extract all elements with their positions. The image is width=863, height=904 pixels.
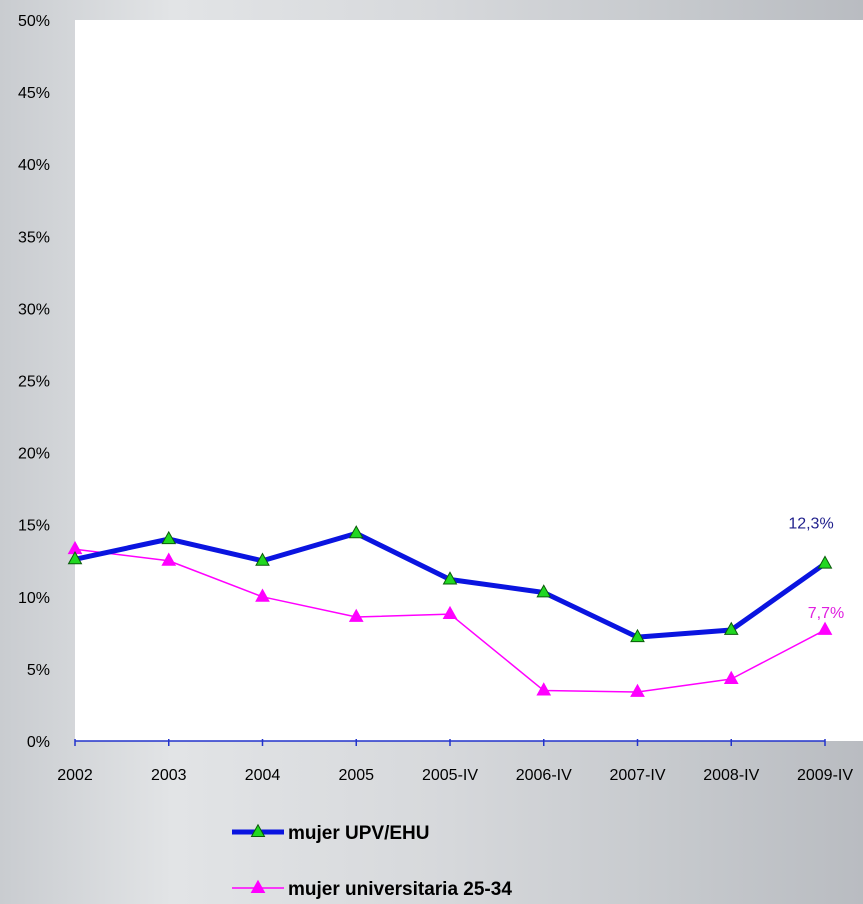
data-point-marker: [442, 571, 458, 585]
plot-area: [75, 20, 863, 741]
data-point-marker: [723, 621, 739, 635]
data-point-marker: [442, 605, 458, 620]
data-point-marker: [817, 555, 833, 569]
y-tick-label: 10%: [18, 590, 50, 607]
y-tick-label: 45%: [18, 85, 50, 102]
y-tick-label: 30%: [18, 301, 50, 318]
data-point-marker: [630, 683, 645, 697]
x-tick-label: 2002: [57, 767, 93, 784]
series-layer: [67, 525, 833, 697]
x-tick-label: 2009-IV: [797, 767, 853, 784]
x-tick-label: 2005-IV: [422, 767, 478, 784]
data-point-marker: [723, 670, 739, 684]
y-tick-label: 50%: [18, 13, 50, 30]
legend-label: mujer UPV/EHU: [288, 823, 429, 844]
data-point-marker: [348, 525, 364, 539]
y-tick-label: 5%: [27, 662, 50, 679]
x-tick-label: 2008-IV: [703, 767, 759, 784]
x-tick-label: 2006-IV: [516, 767, 572, 784]
data-point-marker: [817, 621, 833, 635]
x-tick-label: 2005: [338, 767, 374, 784]
legend-item: mujer UPV/EHU: [232, 823, 429, 844]
data-point-marker: [536, 682, 552, 696]
data-point-marker: [161, 552, 177, 566]
y-tick-label: 40%: [18, 157, 50, 174]
y-tick-label: 35%: [18, 229, 50, 246]
legend-label: mujer universitaria 25-34: [288, 879, 512, 900]
legend-marker: [250, 879, 266, 893]
data-point-marker: [255, 552, 270, 566]
legend: mujer UPV/EHU mujer universitaria 25-34: [232, 823, 512, 900]
data-point-marker: [536, 584, 552, 598]
data-point-marker: [67, 551, 83, 565]
data-point-marker: [161, 530, 177, 545]
x-axis: 2002 2003 2004 2005 2005-IV 2006-IV 2007-IV 200…: [57, 739, 853, 784]
legend-marker: [250, 823, 266, 837]
y-tick-label: 15%: [18, 518, 50, 535]
data-label-upv-last: 12,3%: [788, 516, 833, 533]
data-point-marker: [255, 588, 270, 602]
x-tick-label: 2004: [245, 767, 281, 784]
data-point-marker: [630, 628, 645, 643]
y-axis: 0% 5% 10% 15% 20% 25% 30% 35% 40% 45% 50%: [18, 13, 50, 751]
series-mujer-upv-ehu: [67, 525, 833, 643]
data-labels: 12,3% 7,7%: [788, 516, 844, 622]
x-tick-label: 2007-IV: [609, 767, 665, 784]
y-tick-label: 25%: [18, 374, 50, 391]
data-point-marker: [348, 608, 364, 622]
data-label-universitaria-last: 7,7%: [808, 605, 844, 622]
x-tick-label: 2003: [151, 767, 187, 784]
y-tick-label: 0%: [27, 734, 50, 751]
legend-item: mujer universitaria 25-34: [232, 879, 512, 900]
y-tick-label: 20%: [18, 446, 50, 463]
